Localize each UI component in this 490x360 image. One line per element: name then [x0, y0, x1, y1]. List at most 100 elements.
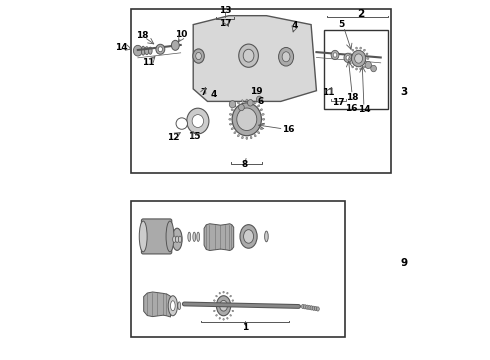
Ellipse shape: [220, 300, 227, 311]
Ellipse shape: [148, 47, 152, 54]
Ellipse shape: [216, 315, 217, 316]
Ellipse shape: [239, 44, 258, 67]
Ellipse shape: [242, 136, 244, 139]
Ellipse shape: [265, 231, 268, 242]
Ellipse shape: [256, 96, 262, 103]
Ellipse shape: [360, 47, 362, 49]
Ellipse shape: [356, 68, 357, 70]
Ellipse shape: [333, 53, 337, 57]
Ellipse shape: [178, 236, 182, 243]
Ellipse shape: [234, 105, 236, 107]
Ellipse shape: [262, 123, 264, 125]
Text: 4: 4: [211, 90, 217, 99]
Ellipse shape: [158, 47, 163, 52]
Ellipse shape: [229, 118, 231, 120]
Text: 16: 16: [345, 104, 357, 113]
Ellipse shape: [234, 131, 236, 134]
Ellipse shape: [139, 221, 147, 252]
Ellipse shape: [239, 104, 245, 111]
Ellipse shape: [314, 306, 317, 311]
Ellipse shape: [227, 318, 228, 319]
Ellipse shape: [367, 58, 369, 59]
Ellipse shape: [310, 306, 313, 310]
Ellipse shape: [230, 295, 231, 297]
Ellipse shape: [348, 58, 350, 59]
Ellipse shape: [229, 101, 236, 108]
Text: 11: 11: [321, 88, 334, 97]
Ellipse shape: [223, 319, 224, 320]
Ellipse shape: [349, 53, 351, 55]
Ellipse shape: [371, 65, 376, 72]
Text: 15: 15: [188, 132, 200, 141]
Text: 19: 19: [250, 87, 263, 96]
Ellipse shape: [317, 307, 319, 311]
Bar: [131, 9, 392, 173]
Ellipse shape: [364, 66, 366, 68]
Text: 2: 2: [358, 9, 365, 19]
Ellipse shape: [237, 102, 240, 104]
Ellipse shape: [247, 100, 253, 106]
Text: 18: 18: [346, 93, 358, 102]
Text: 14: 14: [116, 43, 128, 52]
Circle shape: [176, 118, 188, 129]
Ellipse shape: [244, 230, 253, 243]
Ellipse shape: [156, 44, 165, 54]
Ellipse shape: [250, 100, 252, 102]
Bar: [323, 30, 388, 109]
Ellipse shape: [237, 135, 240, 137]
Ellipse shape: [219, 318, 220, 319]
Ellipse shape: [346, 56, 350, 60]
Ellipse shape: [260, 109, 263, 111]
Text: 10: 10: [175, 31, 188, 40]
Ellipse shape: [229, 123, 232, 125]
Ellipse shape: [237, 108, 257, 131]
Ellipse shape: [188, 232, 191, 242]
Text: 14: 14: [358, 105, 370, 114]
Ellipse shape: [344, 53, 352, 63]
Ellipse shape: [243, 49, 254, 62]
Bar: [131, 202, 345, 337]
Ellipse shape: [308, 305, 311, 310]
Ellipse shape: [366, 62, 368, 64]
Ellipse shape: [223, 291, 224, 293]
Text: 1: 1: [242, 323, 248, 332]
Text: 13: 13: [219, 6, 232, 15]
Ellipse shape: [196, 53, 201, 60]
Ellipse shape: [133, 45, 142, 56]
Ellipse shape: [172, 228, 182, 250]
Polygon shape: [193, 16, 317, 102]
Ellipse shape: [364, 49, 366, 51]
Ellipse shape: [258, 131, 260, 134]
Ellipse shape: [229, 113, 232, 115]
Ellipse shape: [262, 118, 265, 120]
Ellipse shape: [366, 53, 368, 55]
Ellipse shape: [232, 103, 262, 136]
Ellipse shape: [352, 49, 354, 51]
Ellipse shape: [282, 52, 290, 62]
Ellipse shape: [331, 50, 339, 60]
Text: 3: 3: [401, 87, 408, 98]
Ellipse shape: [349, 62, 351, 64]
Text: 11: 11: [142, 58, 154, 67]
Ellipse shape: [217, 296, 231, 316]
Ellipse shape: [187, 108, 209, 134]
Ellipse shape: [356, 47, 357, 49]
Ellipse shape: [352, 66, 354, 68]
Ellipse shape: [193, 49, 204, 63]
Ellipse shape: [306, 305, 309, 309]
Ellipse shape: [227, 292, 228, 294]
Ellipse shape: [357, 56, 365, 65]
FancyBboxPatch shape: [142, 219, 172, 254]
Ellipse shape: [232, 310, 234, 312]
Ellipse shape: [359, 59, 363, 63]
Ellipse shape: [301, 304, 304, 309]
Ellipse shape: [166, 221, 174, 252]
Ellipse shape: [312, 306, 315, 310]
Ellipse shape: [231, 128, 233, 130]
Text: 18: 18: [136, 31, 149, 40]
Ellipse shape: [262, 113, 264, 115]
Ellipse shape: [168, 296, 177, 316]
Text: 9: 9: [401, 258, 408, 268]
Ellipse shape: [365, 62, 371, 68]
Ellipse shape: [304, 305, 306, 309]
